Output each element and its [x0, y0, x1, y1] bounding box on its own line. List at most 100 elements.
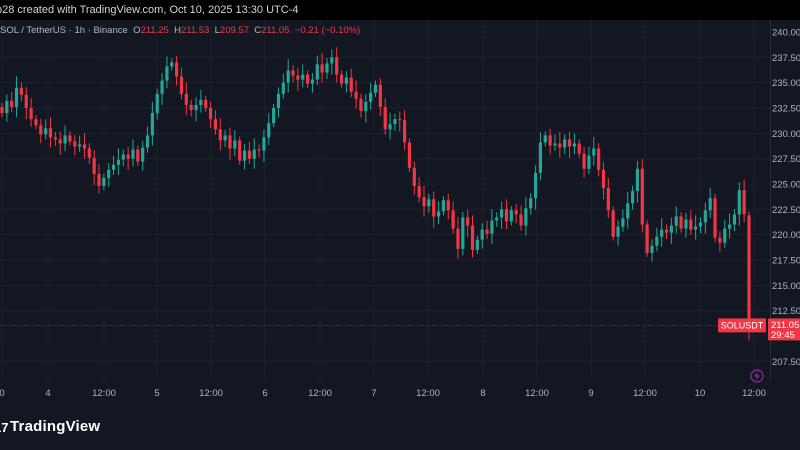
- candle-body: [456, 228, 460, 249]
- candle-body: [640, 168, 644, 225]
- candle-body: [485, 229, 489, 234]
- candle-body: [533, 172, 538, 199]
- x-tick-label: 10: [695, 388, 706, 399]
- candle-body: [388, 124, 392, 130]
- candle-body: [276, 93, 281, 108]
- legend-low-value: 209.57: [219, 25, 249, 36]
- legend-change: −0.21 (−0.10%): [294, 25, 361, 36]
- candle-body: [606, 188, 610, 211]
- candle-body: [621, 218, 625, 227]
- candle-body: [655, 236, 659, 246]
- candle-body: [165, 66, 169, 81]
- candle-body: [48, 128, 53, 138]
- candle-body: [708, 198, 712, 211]
- symbol-tag-label: SOLUSDT: [721, 320, 764, 330]
- candle-body: [645, 224, 649, 253]
- x-tick-label: 12:00: [92, 388, 116, 399]
- candle-body: [747, 215, 751, 326]
- tradingview-brand: TradingView: [10, 418, 101, 435]
- candle-body: [14, 87, 19, 107]
- candle-body: [150, 113, 154, 136]
- candle-body: [116, 159, 121, 165]
- candle-body: [296, 75, 300, 80]
- legend-open-label: O: [133, 25, 141, 36]
- candle-body: [218, 129, 222, 141]
- candle-body: [529, 198, 533, 209]
- candle-body: [87, 148, 91, 158]
- x-tick-label: 12:00: [742, 388, 766, 399]
- candle-body: [412, 167, 416, 187]
- candle-body: [339, 74, 344, 84]
- x-tick-label: 12:00: [416, 388, 440, 399]
- candle-body: [364, 101, 368, 112]
- candle-body: [155, 93, 159, 114]
- candle-body: [179, 76, 184, 94]
- candle-body: [441, 200, 446, 212]
- x-tick-label: 6: [262, 388, 267, 399]
- y-tick-label: 222.50: [772, 205, 800, 216]
- candlestick-chart[interactable]: 240.00 237.50 235.00 232.50 230.00 227.50 225.…: [0, 0, 800, 402]
- candle-body: [291, 70, 295, 76]
- candle-body: [626, 203, 630, 219]
- candle-body: [330, 57, 334, 64]
- candle-body: [548, 135, 552, 146]
- x-tick-label: 9: [588, 388, 593, 399]
- candle-body: [737, 190, 741, 215]
- time-axis[interactable]: [0, 380, 800, 402]
- x-tick-label: 0: [0, 388, 5, 399]
- candle-body: [310, 79, 315, 84]
- y-tick-label: 230.00: [772, 129, 800, 140]
- candle-body: [514, 210, 518, 215]
- candle-body: [141, 147, 145, 162]
- candle-body: [286, 70, 290, 83]
- candle-body: [233, 140, 237, 149]
- candle-body: [24, 94, 28, 108]
- candle-body: [305, 74, 310, 84]
- candle-body: [349, 77, 353, 92]
- candle-body: [587, 155, 591, 169]
- candle-body: [29, 108, 33, 120]
- candle-body: [315, 64, 319, 80]
- candle-body: [611, 210, 615, 237]
- y-tick-label: 225.00: [772, 180, 800, 191]
- candle-body: [616, 226, 620, 237]
- candle-body: [490, 220, 494, 234]
- candle-body: [39, 125, 43, 135]
- candle-body: [538, 142, 543, 173]
- candle-body: [131, 149, 135, 159]
- y-tick-label: 217.50: [772, 256, 800, 267]
- candle-body: [213, 119, 218, 130]
- candle-body: [592, 148, 596, 156]
- candle-body: [92, 157, 96, 174]
- candle-body: [500, 209, 504, 218]
- candle-body: [53, 137, 57, 140]
- candle-body: [407, 142, 412, 168]
- candle-body: [475, 239, 479, 250]
- candle-body: [504, 209, 509, 222]
- candle-body: [0, 106, 4, 114]
- candle-body: [170, 62, 174, 67]
- candle-body: [601, 169, 606, 189]
- candle-body: [208, 108, 213, 120]
- candle-body: [519, 214, 523, 226]
- candle-body: [422, 197, 426, 207]
- y-tick-label: 207.50: [772, 357, 800, 368]
- candle-body: [97, 173, 101, 187]
- candle-body: [398, 119, 402, 121]
- candle-body: [689, 219, 693, 230]
- candle-body: [82, 144, 87, 149]
- candle-body: [73, 141, 77, 147]
- y-tick-label: 220.00: [772, 230, 800, 241]
- candle-body: [160, 80, 164, 94]
- candle-body: [650, 245, 654, 253]
- candle-body: [184, 93, 188, 105]
- symbol-tag: [718, 318, 766, 333]
- candle-body: [354, 91, 358, 99]
- lightning-icon[interactable]: [750, 369, 764, 383]
- watermark-header: b28 created with TradingView.com, Oct 10…: [0, 0, 800, 20]
- candle-body: [563, 139, 567, 148]
- candle-body: [68, 135, 72, 142]
- x-tick-label: 4: [45, 388, 50, 399]
- x-tick-label: 12:00: [525, 388, 549, 399]
- candle-body: [10, 100, 14, 107]
